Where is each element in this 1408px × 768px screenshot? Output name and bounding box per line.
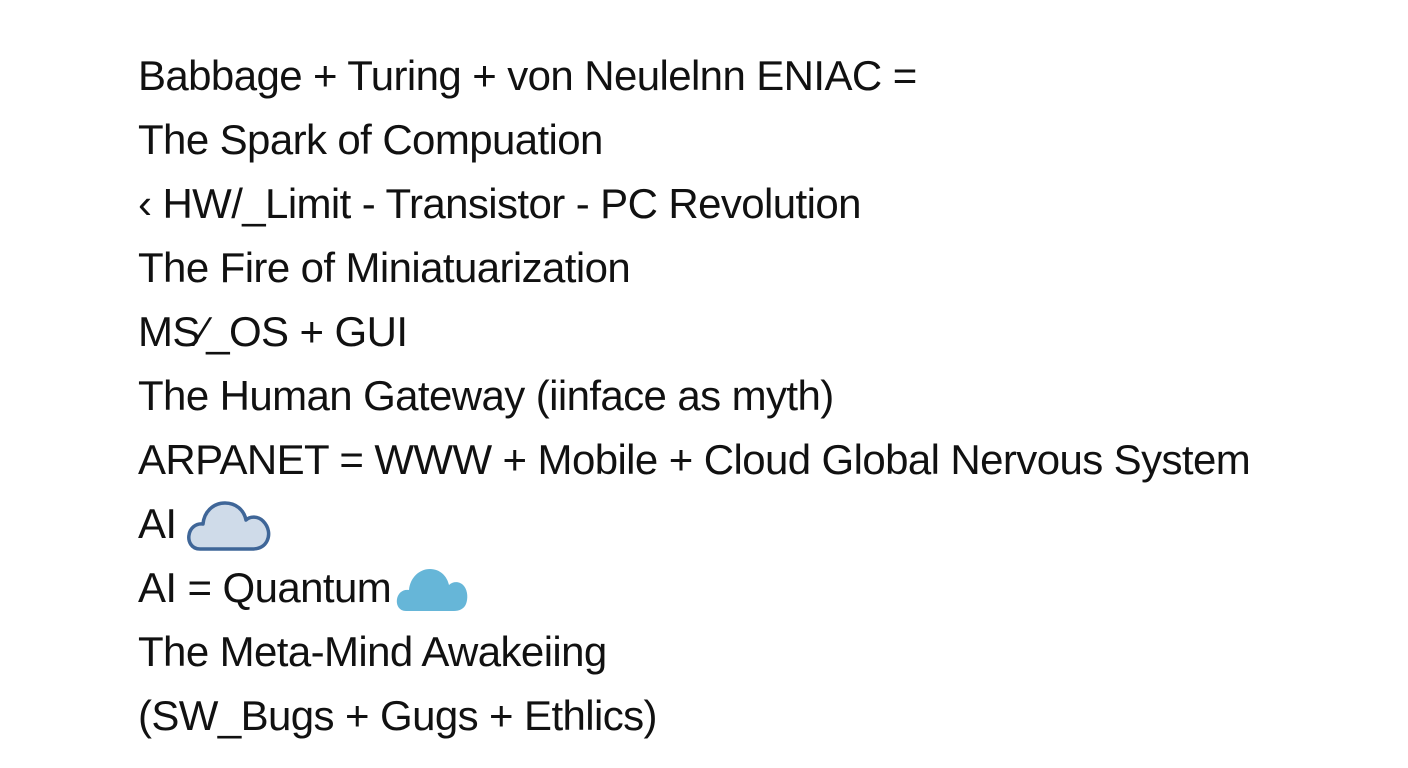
line-3-text: ‹ HW/_Limit - Transistor - PC Revolution xyxy=(138,180,861,227)
line-2-text: The Spark of Compuation xyxy=(138,116,603,163)
line-10: The Meta-Mind Awakeiing xyxy=(138,620,1338,684)
line-2: The Spark of Compuation xyxy=(138,108,1338,172)
line-10-text: The Meta-Mind Awakeiing xyxy=(138,628,607,675)
cloud-solid-icon xyxy=(395,563,469,613)
cloud-outline-icon xyxy=(186,495,272,553)
line-8: AI xyxy=(138,492,1338,556)
line-4-text: The Fire of Miniatuarization xyxy=(138,244,631,291)
line-3: ‹ HW/_Limit - Transistor - PC Revolution xyxy=(138,172,1338,236)
line-11-text: (SW_Bugs + Gugs + Ethlics) xyxy=(138,692,658,739)
line-4: The Fire of Miniatuarization xyxy=(138,236,1338,300)
text-lines: Babbage + Turing + von Neulelnn ENIAC = … xyxy=(138,44,1338,748)
line-7: ARPANET = WWW + Mobile + Cloud Global Ne… xyxy=(138,428,1338,492)
line-8-text: AI xyxy=(138,500,177,547)
line-5-text: MS⁄_OS + GUI xyxy=(138,308,408,355)
line-9: AI = Quantum xyxy=(138,556,1338,620)
line-5: MS⁄_OS + GUI xyxy=(138,300,1338,364)
line-6-text: The Human Gateway (iinface as myth) xyxy=(138,372,834,419)
line-9-text: AI = Quantum xyxy=(138,564,392,611)
line-6: The Human Gateway (iinface as myth) xyxy=(138,364,1338,428)
line-11: (SW_Bugs + Gugs + Ethlics) xyxy=(138,684,1338,748)
line-1-text: Babbage + Turing + von Neulelnn ENIAC = xyxy=(138,52,917,99)
line-1: Babbage + Turing + von Neulelnn ENIAC = xyxy=(138,44,1338,108)
line-7-text: ARPANET = WWW + Mobile + Cloud Global Ne… xyxy=(138,436,1251,483)
